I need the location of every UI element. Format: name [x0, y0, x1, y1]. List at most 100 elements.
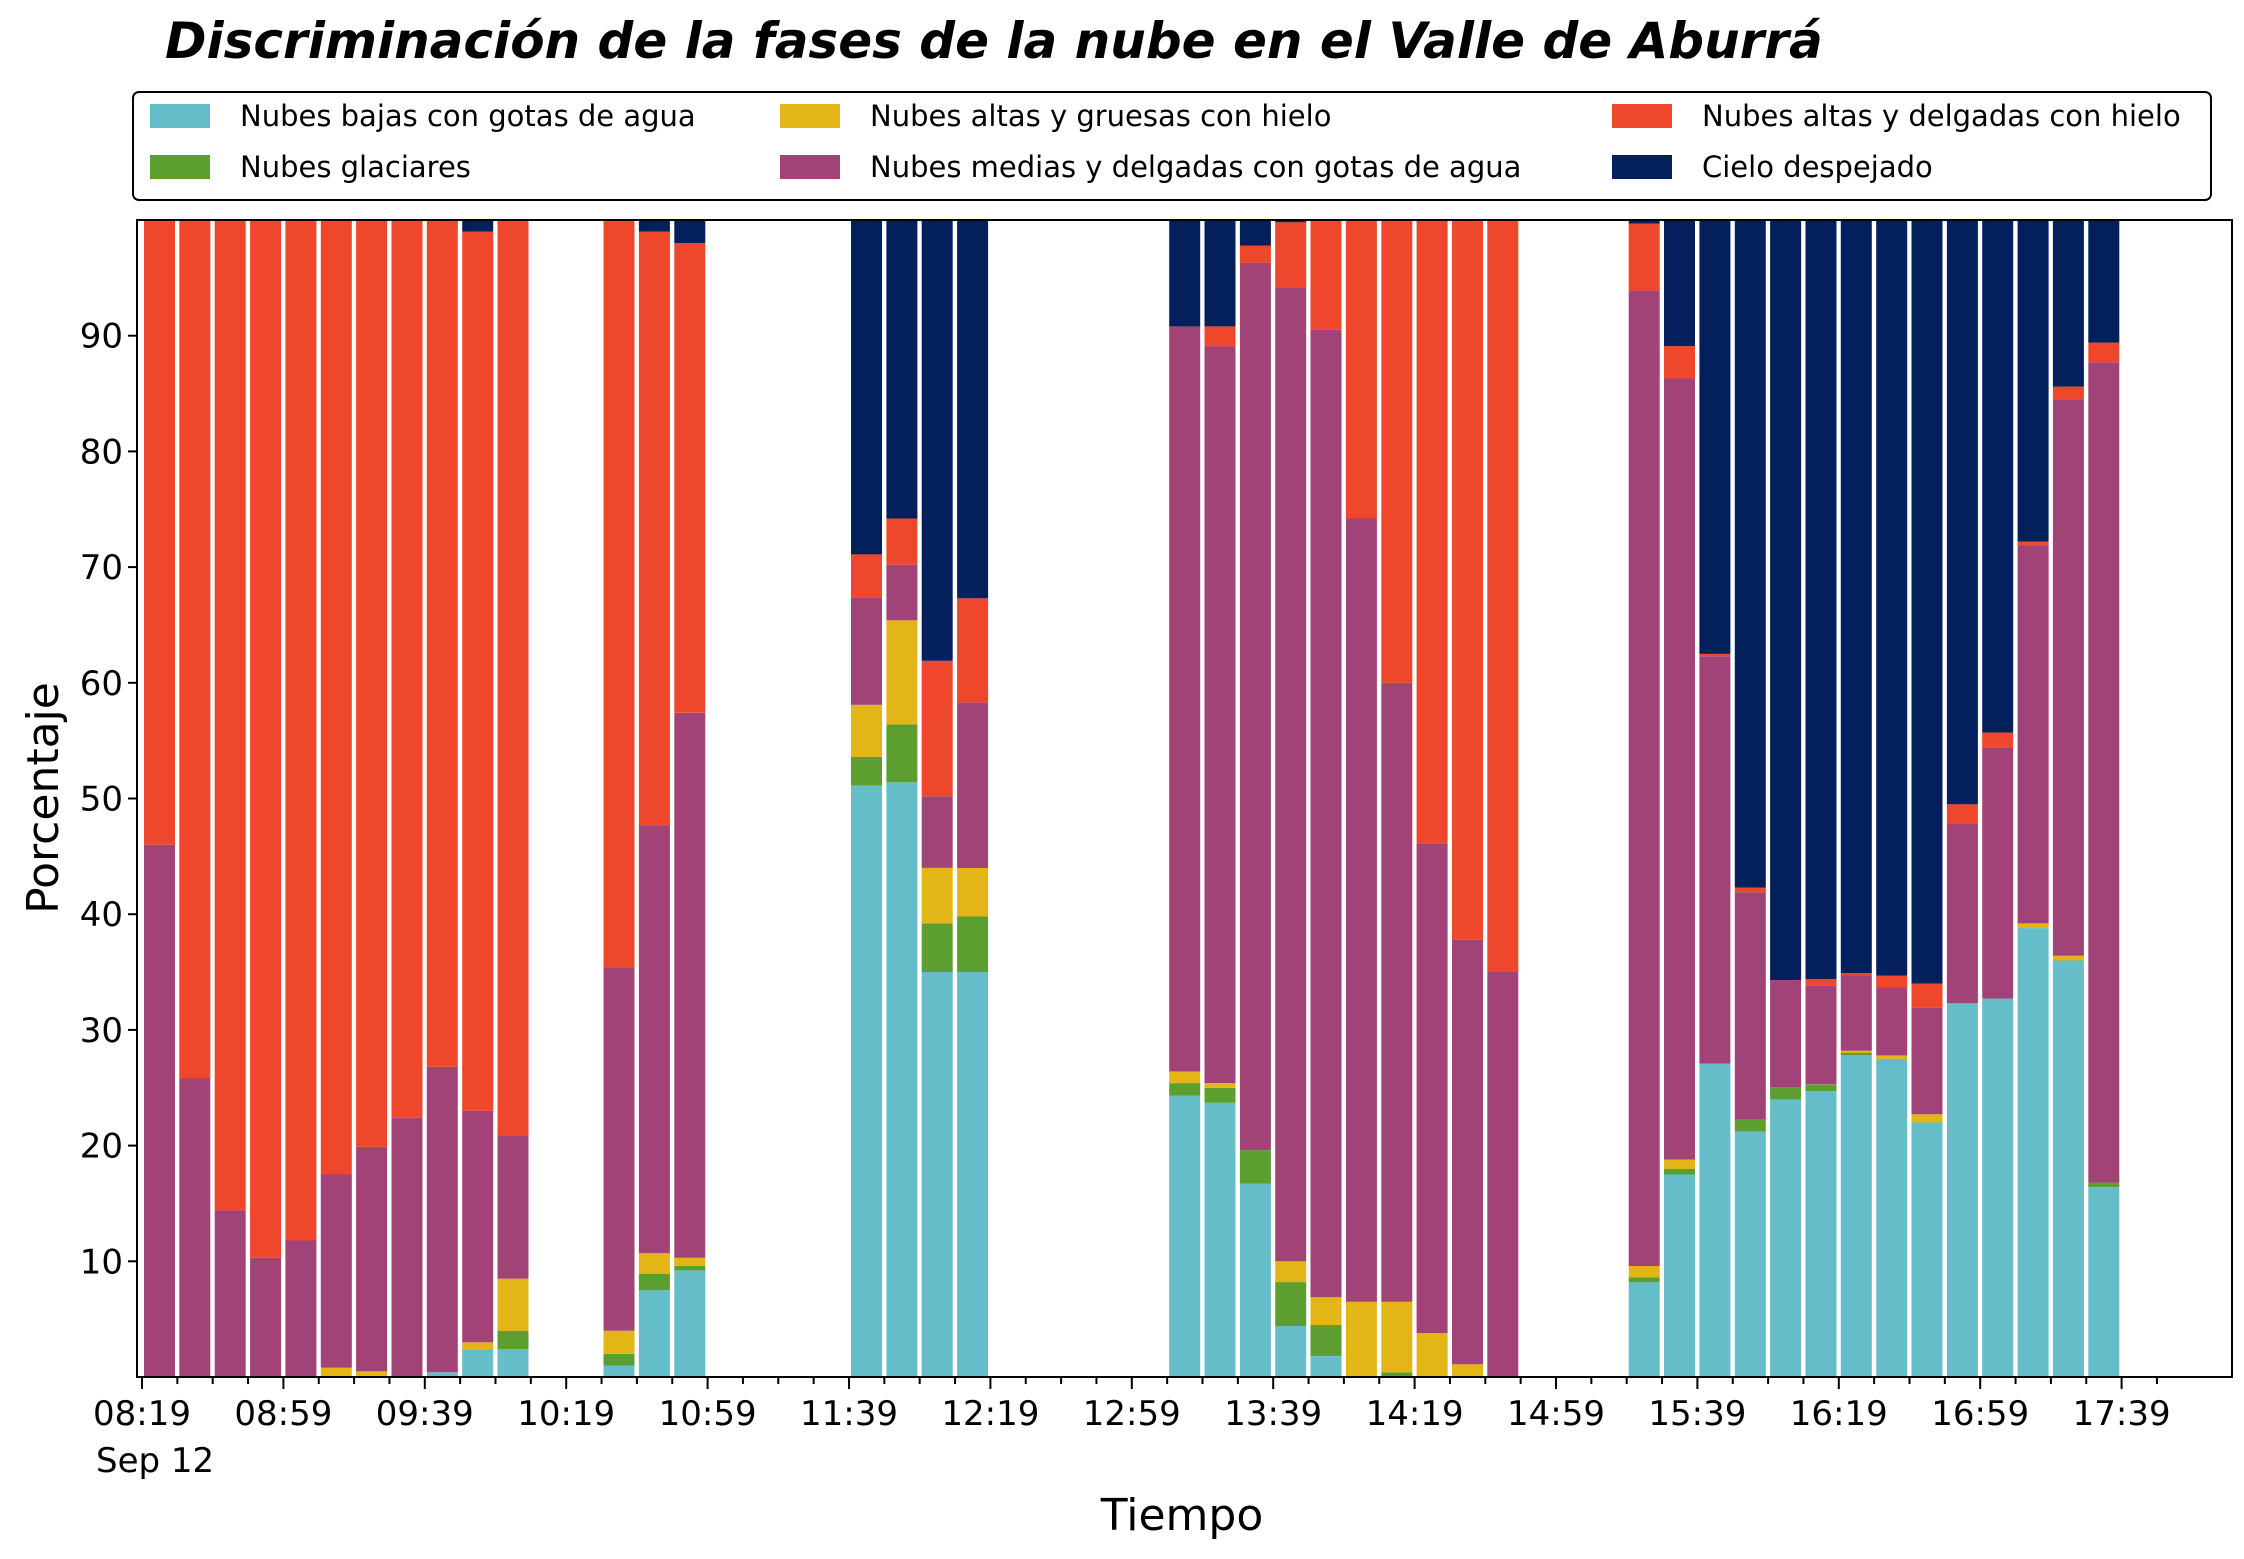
bar-segment: [957, 972, 989, 1377]
x-tick-label: 13:39: [1224, 1394, 1322, 1434]
bar-segment: [1664, 220, 1695, 347]
bar-segment: [462, 220, 494, 232]
bar-segment: [1452, 220, 1483, 940]
legend-label: Cielo despejado: [1702, 150, 1933, 184]
bar-segment: [921, 923, 953, 973]
bar-segment: [356, 1146, 388, 1372]
bar-segment: [214, 220, 246, 1211]
bar-segment: [462, 1349, 494, 1377]
bar-segment: [1982, 220, 2014, 733]
bar-segment: [1275, 220, 1307, 223]
bar-segment: [1770, 220, 1802, 981]
x-tick-label: 16:19: [1790, 1394, 1888, 1434]
bar-segment: [1381, 220, 1413, 683]
y-tick-label: 80: [80, 432, 123, 472]
bar-segment: [497, 1135, 529, 1279]
bar-segment: [886, 782, 918, 1377]
bar-segment: [1204, 1102, 1236, 1377]
bar-segment: [1452, 1364, 1483, 1377]
x-tick-label: 12:59: [1083, 1394, 1181, 1434]
bar-segment: [886, 724, 918, 783]
bar-segment: [674, 712, 706, 1258]
bar-segment: [391, 1117, 423, 1377]
bar-segment: [497, 1330, 529, 1350]
y-tick-label: 90: [80, 317, 123, 357]
bar-segment: [1628, 1282, 1660, 1377]
bar-segment: [1628, 1265, 1660, 1278]
bar-segment: [1239, 1183, 1271, 1377]
bar-segment: [2088, 342, 2120, 363]
bar-segment: [1946, 1003, 1978, 1377]
bar-segment: [1275, 222, 1307, 288]
bar-segment: [1911, 1007, 1943, 1115]
bar-segment: [1699, 220, 1731, 654]
y-tick-label: 40: [80, 895, 123, 935]
bar-segment: [1204, 326, 1236, 347]
bar-segment: [603, 1365, 635, 1377]
bar-segment: [1310, 1297, 1342, 1325]
bar-segment: [957, 598, 989, 703]
bar-segment: [1840, 973, 1872, 976]
bar-segment: [1770, 1087, 1802, 1100]
bar-segment: [462, 231, 494, 1111]
bar-segment: [144, 220, 175, 845]
bar-segment: [1664, 1168, 1695, 1175]
bar-segment: [2017, 545, 2049, 924]
bar-segment: [356, 1371, 388, 1377]
y-tick-label: 60: [80, 664, 123, 704]
x-tick-label: 08:59: [234, 1394, 332, 1434]
bar-segment: [674, 1270, 706, 1377]
bar-segment: [1169, 1095, 1201, 1377]
bar-segment: [1876, 975, 1908, 988]
bar-segment: [851, 785, 882, 1377]
bar-segment: [426, 220, 458, 1067]
bar-segment: [1770, 980, 1802, 1088]
bar-segment: [1416, 1333, 1448, 1377]
bar-segment: [851, 220, 882, 555]
bar-segment: [1911, 1114, 1943, 1123]
bar-segment: [1734, 1131, 1766, 1377]
bar-segment: [391, 220, 423, 1118]
bar-segment: [1310, 220, 1342, 330]
legend: Nubes bajas con gotas de agua Nubes glaci…: [132, 91, 2212, 201]
bar-segment: [2052, 399, 2084, 956]
bar-segment: [1664, 1159, 1695, 1169]
legend-swatch: [150, 155, 210, 179]
bar-segment: [1452, 939, 1483, 1365]
bar-segment: [1876, 1055, 1908, 1059]
bar-segment: [1275, 1261, 1307, 1283]
bar-segment: [921, 867, 953, 924]
bar-segment: [1239, 245, 1271, 263]
bar-segment: [1204, 220, 1236, 327]
legend-swatch: [150, 104, 210, 128]
bar-segment: [1416, 220, 1448, 844]
bar-segment: [1628, 220, 1660, 224]
bar-segment: [638, 220, 670, 232]
bar-segment: [1805, 1091, 1837, 1377]
bar-segment: [2052, 960, 2084, 1377]
bar-segment: [1275, 1326, 1307, 1377]
bar-segment: [1840, 1050, 1872, 1053]
bar-segment: [921, 796, 953, 868]
bar-segment: [1239, 220, 1271, 246]
legend-label: Nubes bajas con gotas de agua: [240, 99, 696, 133]
x-tick-label: 17:39: [2073, 1394, 2171, 1434]
bar-segment: [497, 220, 529, 1136]
bar-segment: [179, 1078, 211, 1377]
bar-segment: [1310, 329, 1342, 1298]
bar-segment: [1840, 1055, 1872, 1377]
bar-segment: [1982, 747, 2014, 999]
x-tick-label: 10:59: [659, 1394, 757, 1434]
bar-segment: [179, 220, 211, 1079]
bar-segment: [674, 1265, 706, 1271]
chart-title: Discriminación de la fases de la nube en…: [165, 12, 1823, 70]
legend-label: Nubes altas y delgadas con hielo: [1702, 99, 2181, 133]
bar-segment: [2017, 541, 2049, 546]
x-tick-label: 12:19: [941, 1394, 1039, 1434]
bar-segment: [1770, 1099, 1802, 1377]
bar-segment: [603, 220, 635, 968]
y-tick-label: 10: [80, 1242, 123, 1282]
legend-swatch: [780, 155, 840, 179]
bar-segment: [851, 704, 882, 757]
y-tick-label: 30: [80, 1011, 123, 1051]
